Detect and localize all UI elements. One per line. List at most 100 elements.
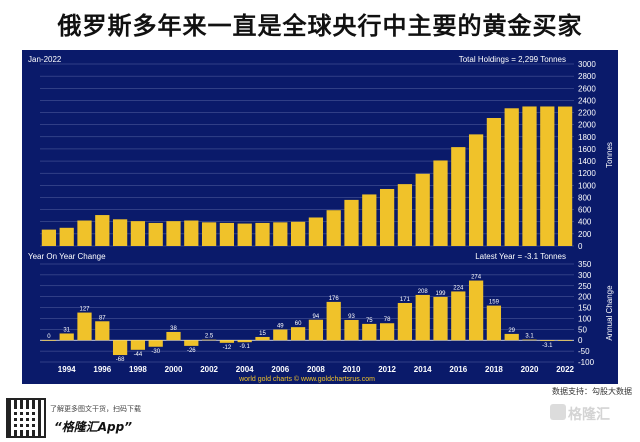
top-bar xyxy=(379,188,395,246)
data-label: 0 xyxy=(47,334,51,340)
footer-app-name: “格隆汇App” xyxy=(54,420,132,434)
bottom-bar xyxy=(557,340,573,341)
top-ytick-label: 400 xyxy=(578,218,592,227)
top-ytick-label: 800 xyxy=(578,193,592,202)
bottom-bar xyxy=(184,340,199,346)
top-bar xyxy=(468,134,484,246)
bottom-ytick-label: -50 xyxy=(578,347,590,356)
bottom-bar xyxy=(504,333,519,341)
top-chart-title: Total Holdings = 2,299 Tonnes xyxy=(459,55,566,64)
bottom-bar xyxy=(237,340,252,343)
top-bar xyxy=(237,223,252,246)
data-label: -30 xyxy=(151,349,160,355)
xtick-label: 2022 xyxy=(556,365,574,374)
top-bar xyxy=(41,229,57,246)
bottom-bar xyxy=(77,312,92,341)
top-bar xyxy=(451,147,466,246)
xtick-label: 2018 xyxy=(485,365,503,374)
xtick-label: 2016 xyxy=(449,365,467,374)
data-label: -26 xyxy=(187,348,196,354)
qr-code-icon[interactable] xyxy=(6,398,46,438)
top-bar xyxy=(184,220,199,246)
top-bar xyxy=(201,222,217,246)
bottom-ytick-label: 250 xyxy=(578,282,592,291)
bottom-bar xyxy=(148,340,163,347)
data-label: 75 xyxy=(366,318,373,324)
data-label: 171 xyxy=(400,297,411,303)
bottom-bar xyxy=(326,301,341,341)
footer-tip: 了解更多图文干货，扫码下载 xyxy=(50,405,141,413)
top-bar xyxy=(415,173,430,246)
data-label: 274 xyxy=(471,275,482,281)
top-bar xyxy=(59,227,74,246)
top-bar xyxy=(486,117,502,246)
data-label: 49 xyxy=(277,324,284,330)
bottom-chart-title: Year On Year Change xyxy=(28,252,106,261)
bottom-bar xyxy=(344,319,359,341)
bottom-bar xyxy=(451,291,466,341)
bottom-bar xyxy=(201,339,217,341)
data-label: 2.5 xyxy=(205,334,214,340)
bottom-bar xyxy=(308,319,324,341)
data-label: 31 xyxy=(63,327,70,333)
bottom-bar xyxy=(486,305,502,341)
bottom-ylabel: Annual Change xyxy=(605,285,614,341)
data-label: 3.1 xyxy=(525,334,534,340)
xtick-label: 1996 xyxy=(93,365,111,374)
brand-name: 格隆汇 xyxy=(568,407,610,423)
top-bar xyxy=(95,215,110,246)
data-label: 224 xyxy=(453,285,464,291)
bottom-bar xyxy=(130,340,146,350)
bottom-bar xyxy=(379,323,395,341)
bottom-bar xyxy=(362,323,377,341)
data-label: 176 xyxy=(329,296,340,302)
top-bar xyxy=(344,199,359,246)
top-bar xyxy=(504,108,519,246)
top-bar xyxy=(522,106,537,246)
bottom-bar xyxy=(468,280,484,341)
bottom-ytick-label: 350 xyxy=(578,260,592,269)
top-ytick-label: 3000 xyxy=(578,60,596,69)
top-ytick-label: 1200 xyxy=(578,169,596,178)
top-bar xyxy=(130,221,146,246)
top-bar xyxy=(148,222,163,246)
data-label: 38 xyxy=(170,326,177,332)
top-bar xyxy=(255,222,270,246)
top-ytick-label: 1800 xyxy=(578,133,596,142)
bottom-ytick-label: -100 xyxy=(578,358,595,367)
bottom-ytick-label: 300 xyxy=(578,271,592,280)
data-label: 87 xyxy=(99,315,106,321)
bottom-ytick-label: 0 xyxy=(578,336,583,345)
brand-logo-icon xyxy=(550,404,566,420)
xtick-label: 2014 xyxy=(414,365,432,374)
chart-credit: world gold charts © www.goldchartsrus.co… xyxy=(238,375,375,383)
bottom-ytick-label: 150 xyxy=(578,304,592,313)
gold-holdings-chart: 0200400600800100012001400160018002000220… xyxy=(22,50,618,384)
bottom-bar xyxy=(273,329,288,341)
data-label: -68 xyxy=(116,357,125,363)
top-bar xyxy=(362,194,377,246)
xtick-label: 2020 xyxy=(521,365,539,374)
xtick-label: 2004 xyxy=(236,365,254,374)
top-ytick-label: 1600 xyxy=(578,145,596,154)
chart-panel: 0 200 400 600 800 1000 1200 1400 1600 1800 2000 220… xyxy=(22,50,618,384)
top-ytick-label: 2000 xyxy=(578,121,596,130)
top-bar xyxy=(397,184,413,246)
data-label: -9.1 xyxy=(240,344,251,350)
top-bar xyxy=(557,106,573,246)
top-bar xyxy=(273,222,288,246)
top-ytick-label: 1000 xyxy=(578,181,596,190)
bottom-bar xyxy=(397,302,413,341)
data-label: 15 xyxy=(259,331,266,337)
bottom-bar xyxy=(166,331,181,341)
page-title: 俄罗斯多年来一直是全球央行中主要的黄金买家 xyxy=(57,12,583,40)
top-ytick-label: 2400 xyxy=(578,96,596,105)
top-bar xyxy=(219,222,235,246)
top-ytick-label: 200 xyxy=(578,230,592,239)
bottom-ytick-label: 200 xyxy=(578,293,592,302)
xtick-label: 2006 xyxy=(271,365,289,374)
bottom-bar xyxy=(540,340,555,341)
bottom-bar xyxy=(41,340,57,341)
top-bar xyxy=(112,219,128,246)
data-label: -3.1 xyxy=(542,343,553,349)
